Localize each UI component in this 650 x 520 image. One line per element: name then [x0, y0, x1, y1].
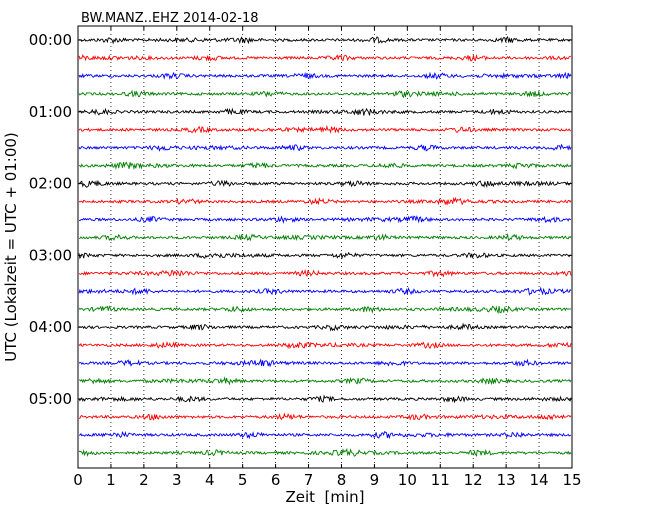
x-tick-label: 1: [106, 471, 116, 489]
y-tick-label: 05:00: [29, 390, 72, 408]
trace-0000: [78, 35, 572, 45]
x-tick-label: 3: [172, 471, 182, 489]
x-tick-label: 2: [139, 471, 149, 489]
trace-0415: [78, 340, 572, 350]
x-tick-label: 6: [271, 471, 281, 489]
trace-0330: [78, 286, 572, 296]
trace-0430: [78, 358, 572, 368]
x-tick-label: 4: [205, 471, 215, 489]
x-tick-label: 5: [238, 471, 248, 489]
trace-0300: [78, 251, 572, 260]
y-axis-label: UTC (Lokalzeit = UTC + 01:00): [2, 132, 20, 362]
x-tick-label: 8: [337, 471, 347, 489]
x-tick-label: 15: [562, 471, 581, 489]
trace-0245: [78, 232, 572, 242]
trace-0545: [78, 447, 572, 458]
x-tick-label: 7: [304, 471, 314, 489]
y-tick-label: 04:00: [29, 318, 72, 336]
y-axis: 00:00 01:00 02:00 03:00 04:00 05:00: [29, 31, 572, 408]
x-axis: 0 1 2 3 4 5 6 7 8 9 10 11 12 13 14 15: [73, 26, 582, 489]
y-tick-label: 03:00: [29, 246, 72, 264]
trace-0145: [78, 161, 572, 171]
x-tick-label: 9: [370, 471, 380, 489]
trace-0500: [78, 394, 572, 404]
plot-frame: [77, 25, 573, 469]
y-tick-label: 00:00: [29, 31, 72, 49]
trace-0115: [78, 124, 572, 134]
x-tick-label: 11: [431, 471, 450, 489]
x-tick-label: 14: [530, 471, 549, 489]
chart-title: BW.MANZ..EHZ 2014-02-18: [81, 11, 259, 26]
x-tick-label: 12: [464, 471, 483, 489]
trace-0445: [78, 376, 572, 386]
x-tick-label: 13: [497, 471, 516, 489]
trace-0030: [78, 71, 572, 80]
trace-0015: [78, 53, 572, 62]
trace-0400: [78, 322, 572, 332]
y-tick-label: 01:00: [29, 103, 72, 121]
trace-0230: [78, 215, 572, 224]
trace-0345: [78, 305, 572, 315]
x-axis-label: Zeit [min]: [285, 488, 365, 506]
trace-0045: [78, 89, 572, 99]
grid-lines: [110, 26, 540, 468]
x-tick-label: 10: [398, 471, 417, 489]
trace-0200: [78, 179, 572, 188]
trace-0530: [78, 430, 572, 440]
trace-lines: [78, 35, 572, 458]
x-tick-label: 0: [73, 471, 83, 489]
trace-0215: [78, 196, 572, 206]
trace-0130: [78, 143, 572, 152]
trace-0315: [78, 269, 572, 278]
y-tick-label: 02:00: [29, 175, 72, 193]
trace-0515: [78, 412, 572, 421]
trace-0100: [78, 107, 572, 116]
